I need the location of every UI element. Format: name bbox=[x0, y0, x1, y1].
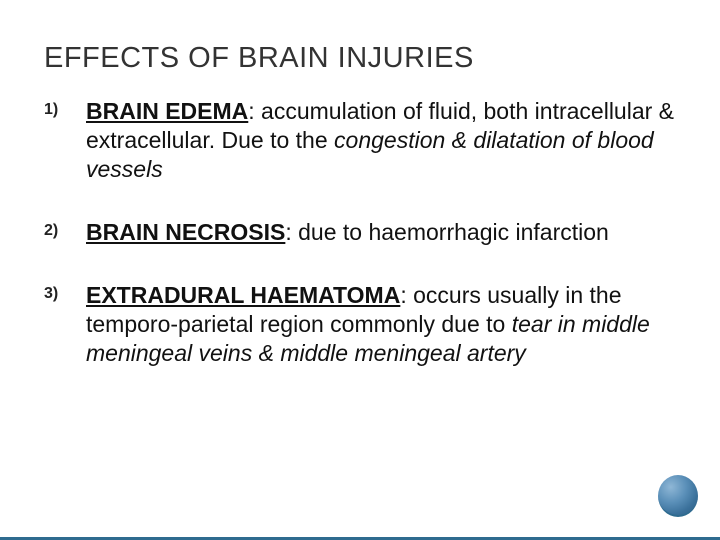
list-item: 1) BRAIN EDEMA: accumulation of fluid, b… bbox=[44, 97, 680, 184]
item-body: BRAIN EDEMA: accumulation of fluid, both… bbox=[86, 97, 680, 184]
item-marker: 3) bbox=[44, 281, 86, 303]
decorative-sphere-icon bbox=[658, 475, 698, 517]
effects-list: 1) BRAIN EDEMA: accumulation of fluid, b… bbox=[44, 97, 680, 368]
item-marker: 1) bbox=[44, 97, 86, 119]
slide: EFFECTS OF BRAIN INJURIES 1) BRAIN EDEMA… bbox=[0, 0, 720, 540]
item-term: BRAIN EDEMA bbox=[86, 98, 248, 124]
item-text: : due to haemorrhagic infarction bbox=[285, 219, 608, 245]
list-item: 2) BRAIN NECROSIS: due to haemorrhagic i… bbox=[44, 218, 680, 247]
page-title: EFFECTS OF BRAIN INJURIES bbox=[44, 42, 680, 75]
item-term: BRAIN NECROSIS bbox=[86, 219, 285, 245]
item-body: EXTRADURAL HAEMATOMA: occurs usually in … bbox=[86, 281, 680, 368]
item-body: BRAIN NECROSIS: due to haemorrhagic infa… bbox=[86, 218, 680, 247]
item-marker: 2) bbox=[44, 218, 86, 240]
item-term: EXTRADURAL HAEMATOMA bbox=[86, 282, 400, 308]
list-item: 3) EXTRADURAL HAEMATOMA: occurs usually … bbox=[44, 281, 680, 368]
